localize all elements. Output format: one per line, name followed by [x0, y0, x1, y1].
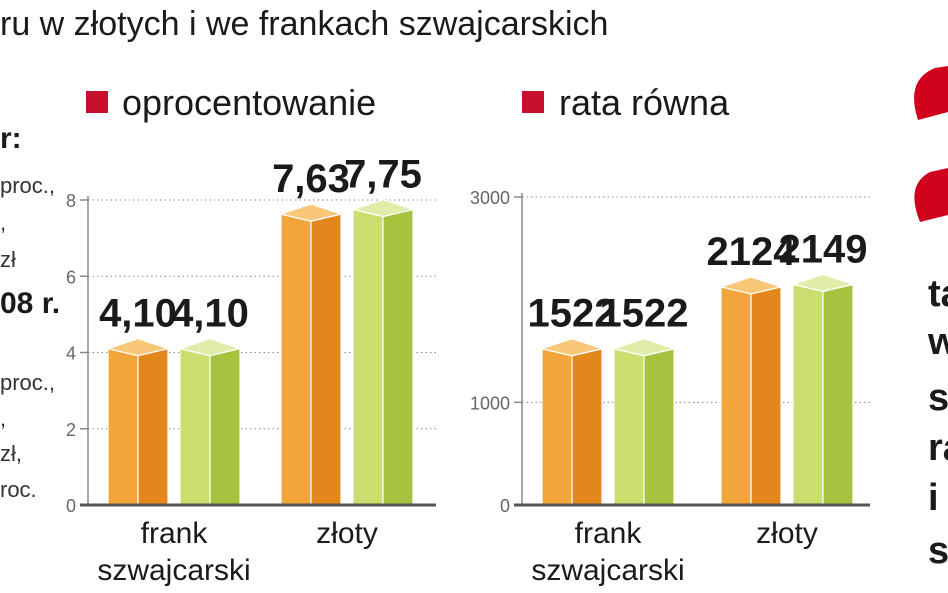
- y-tick-label: 4: [66, 344, 76, 364]
- y-tick-label: 0: [66, 496, 76, 516]
- right-fragment-text: i: [928, 477, 939, 519]
- chart-oprocentowanie: 0 2 4 6 8 4,104,10 frank szwajcarski 7,637,75 zło…: [66, 153, 436, 587]
- left-cutoff-text: r: proc.,, zł 08 r. proc.,, zł, roc.: [0, 122, 60, 502]
- y-tick-label: 3000: [470, 188, 510, 208]
- bar-top: [718, 276, 784, 295]
- left-fragment-text: 08 r.: [0, 287, 60, 320]
- bar-face-left: [280, 213, 312, 506]
- bar: [718, 276, 784, 506]
- x-category-label: frank: [575, 517, 643, 550]
- x-category-label: szwajcarski: [531, 554, 684, 587]
- y-tick-label: 6: [66, 267, 76, 287]
- bar: [105, 338, 171, 506]
- bar-top: [105, 338, 171, 357]
- data-label: 2124: [707, 230, 797, 274]
- left-fragment-text: zł: [0, 247, 16, 272]
- bar-face-right: [643, 347, 675, 506]
- x-category-label: złoty: [316, 517, 378, 550]
- bar-top: [278, 203, 344, 222]
- left-fragment-text: ,: [0, 406, 6, 431]
- bar-face-left: [352, 208, 384, 506]
- bar-face-left: [792, 283, 824, 506]
- legend: oprocentowanie rata równa: [86, 82, 730, 123]
- left-fragment-text: proc.,: [0, 173, 55, 198]
- left-fragment-text: proc.,: [0, 370, 55, 395]
- bar-face-right: [209, 347, 241, 506]
- data-label: 1522: [528, 292, 617, 336]
- bar-face-left: [541, 347, 573, 506]
- y-tick-label: 2: [66, 420, 76, 440]
- bar-top: [539, 338, 605, 357]
- right-fragment-text: w: [927, 321, 948, 363]
- right-fragment-text: s: [928, 377, 948, 419]
- bar: [611, 338, 677, 506]
- x-category-label: złoty: [756, 517, 818, 550]
- legend-swatch-rata-rowna: [522, 91, 544, 113]
- x-category-label: frank: [141, 517, 209, 550]
- legend-label-rata-rowna: rata równa: [559, 82, 730, 123]
- y-tick-label: 8: [66, 191, 76, 211]
- bar-face-left: [720, 286, 752, 506]
- bar-top: [350, 198, 416, 218]
- right-fragment-text: ta: [928, 273, 948, 315]
- bar-face-right: [822, 283, 854, 506]
- right-fragment-text: ra: [928, 427, 948, 469]
- bar: [350, 198, 416, 506]
- right-numeral-fragment: [914, 66, 948, 120]
- bar-face-right: [137, 347, 169, 506]
- left-fragment-text: zł,: [0, 441, 22, 466]
- right-numeral-fragment: [914, 168, 948, 222]
- right-fragment-text: s: [928, 530, 948, 572]
- bar-face-right: [571, 347, 603, 506]
- data-label: 7,63: [272, 157, 350, 201]
- bar-top: [790, 273, 856, 292]
- bar: [539, 338, 605, 506]
- x-category-label: szwajcarski: [97, 554, 250, 587]
- data-label: 4,10: [171, 292, 249, 336]
- bar: [790, 273, 856, 506]
- chart-title: ru w złotych i we frankach szwajcarskich: [0, 5, 608, 43]
- bar-top: [611, 338, 677, 357]
- right-cutoff-area: tawsrais: [914, 66, 948, 572]
- bar-face-right: [750, 286, 782, 506]
- left-fragment-text: roc.: [0, 477, 37, 502]
- data-label: 4,10: [99, 292, 177, 336]
- bar-face-right: [310, 213, 342, 506]
- bar-face-left: [613, 347, 645, 506]
- bar-face-left: [107, 347, 139, 506]
- y-tick-label: 1000: [470, 393, 510, 413]
- data-label: 1522: [600, 292, 689, 336]
- bar: [177, 338, 243, 506]
- y-tick-label: 0: [500, 496, 510, 516]
- bar: [278, 203, 344, 506]
- data-label: 7,75: [344, 153, 422, 197]
- bar-face-right: [382, 208, 414, 506]
- left-fragment-text: ,: [0, 210, 6, 235]
- bar-top: [177, 338, 243, 357]
- legend-label-oprocentowanie: oprocentowanie: [122, 82, 376, 123]
- legend-swatch-oprocentowanie: [86, 91, 108, 113]
- bar-face-left: [179, 347, 211, 506]
- left-fragment-text: r:: [0, 122, 22, 155]
- data-label: 2149: [779, 227, 868, 271]
